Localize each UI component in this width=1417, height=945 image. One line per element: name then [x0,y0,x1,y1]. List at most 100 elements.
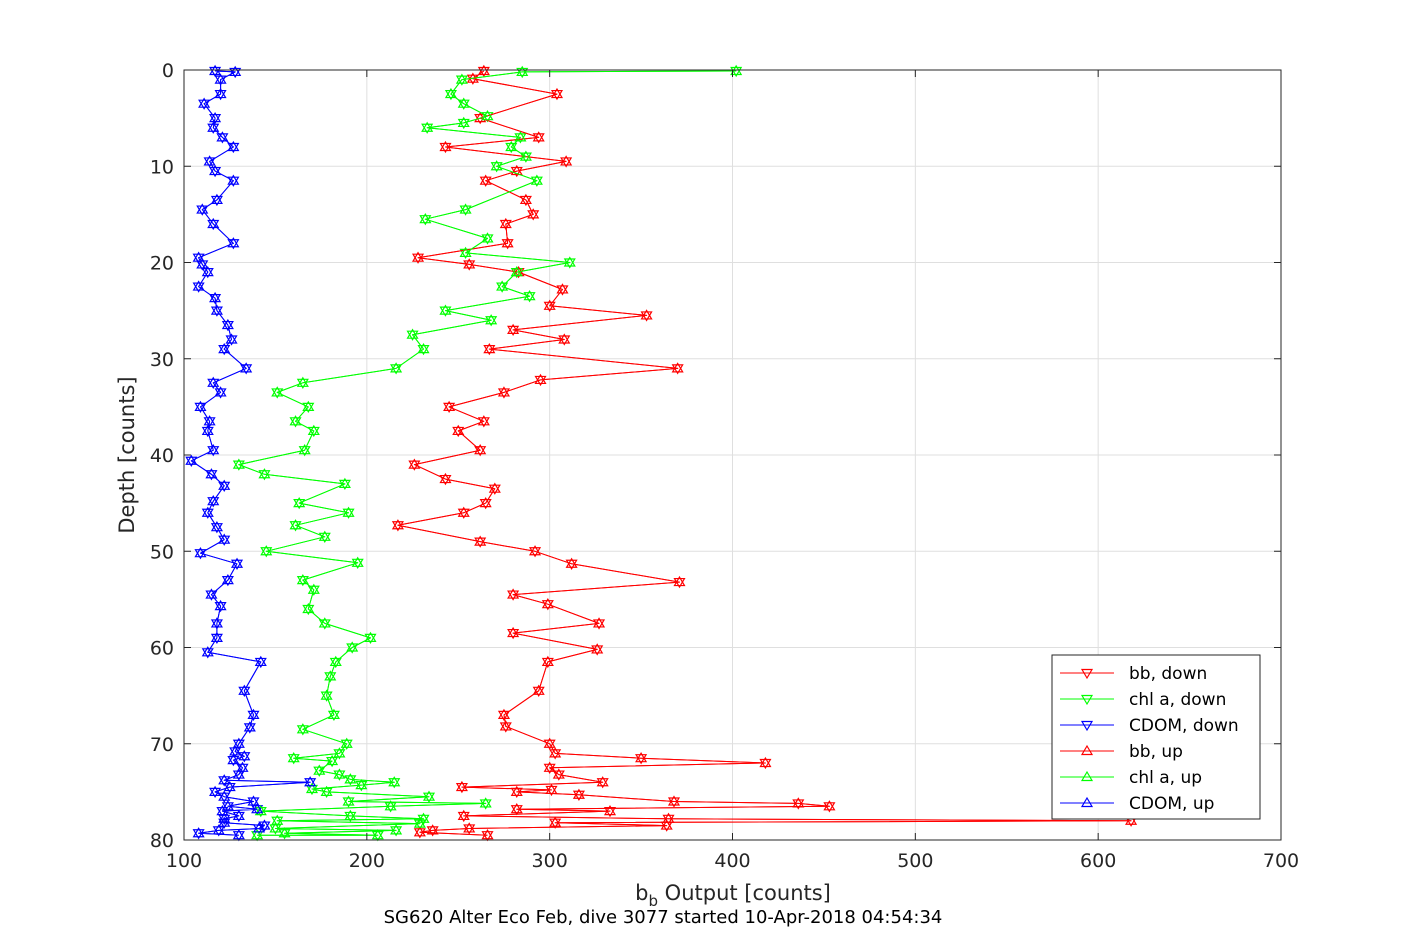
data-point [298,444,311,455]
data-point [488,484,501,495]
data-point [209,111,222,123]
series-line [190,70,311,836]
data-point [201,426,214,438]
data-point [543,763,556,774]
data-point [318,530,331,541]
data-point [221,576,234,587]
data-point [550,87,564,99]
x-tick-label: 200 [349,850,385,872]
data-point [479,799,492,810]
chart-title: SG620 Alter Eco Feb, dive 3077 started 1… [384,907,943,928]
data-point [671,362,684,373]
data-point [671,364,684,375]
data-point [304,778,317,789]
data-point [541,655,554,667]
legend-item: CDOM, down [1060,716,1239,736]
data-point [342,506,355,517]
data-point [214,599,227,611]
x-tick-label: 700 [1263,850,1299,872]
data-point [221,800,234,811]
data-point [483,345,496,356]
data-point [227,174,240,185]
series-cdom-up [185,64,317,840]
data-point [457,97,470,108]
data-point [196,203,209,214]
data-point [201,265,214,277]
data-point [510,805,523,816]
data-point [406,330,419,341]
data-point [269,822,282,833]
data-point [422,790,436,801]
data-point [457,116,470,128]
data-point [194,402,207,414]
legend-item: chl a, down [1060,690,1226,710]
data-point [209,294,222,305]
data-point [329,657,342,669]
data-point [201,424,214,436]
data-point [640,311,653,322]
data-point [320,691,333,702]
legend-item: CDOM, up [1060,794,1214,814]
data-point [479,496,492,508]
data-point [230,559,244,570]
data-point [218,345,231,356]
data-point [543,761,556,772]
data-point [216,804,229,816]
x-tick-label: 400 [714,850,750,872]
data-point [223,780,236,792]
data-point [481,829,494,840]
data-point [243,721,256,732]
data-point [230,557,244,568]
data-point [640,309,653,320]
data-point [488,482,501,493]
data-point [759,756,772,768]
data-point [205,470,218,481]
data-point [324,670,337,681]
data-point [258,468,271,479]
data-point [545,785,558,797]
data-point [346,643,359,654]
data-point [514,131,527,142]
y-tick-label: 80 [150,830,174,852]
data-point [218,533,231,544]
data-point [499,219,512,231]
data-point [541,657,554,669]
series-bb-up [391,64,1138,840]
data-point [269,824,282,835]
data-point [210,523,223,534]
data-point [507,626,520,638]
data-point [342,797,355,808]
data-point [543,737,556,748]
data-point [592,619,606,630]
data-point [333,747,346,758]
data-point [490,160,503,171]
data-point [194,400,207,411]
data-point [227,756,240,767]
data-point [313,764,326,775]
data-point [673,575,686,587]
data-point [556,285,569,296]
data-point [457,506,470,517]
data-point [207,497,220,508]
data-point [390,362,403,373]
data-point [340,739,353,750]
data-point [214,602,227,613]
data-point [560,155,573,166]
data-point [439,304,452,315]
data-point [549,816,562,827]
data-point [344,809,357,821]
data-point [792,799,805,810]
data-point [455,73,468,84]
y-tick-label: 50 [150,541,174,563]
data-point [364,631,377,642]
legend-label: bb, down [1129,664,1207,684]
data-point [333,768,346,779]
data-point [388,776,401,787]
data-point [251,803,264,814]
data-point [210,631,223,642]
data-point [207,217,220,229]
data-point [510,265,523,277]
data-point [209,785,222,796]
data-point [192,251,205,262]
data-point [196,205,209,216]
